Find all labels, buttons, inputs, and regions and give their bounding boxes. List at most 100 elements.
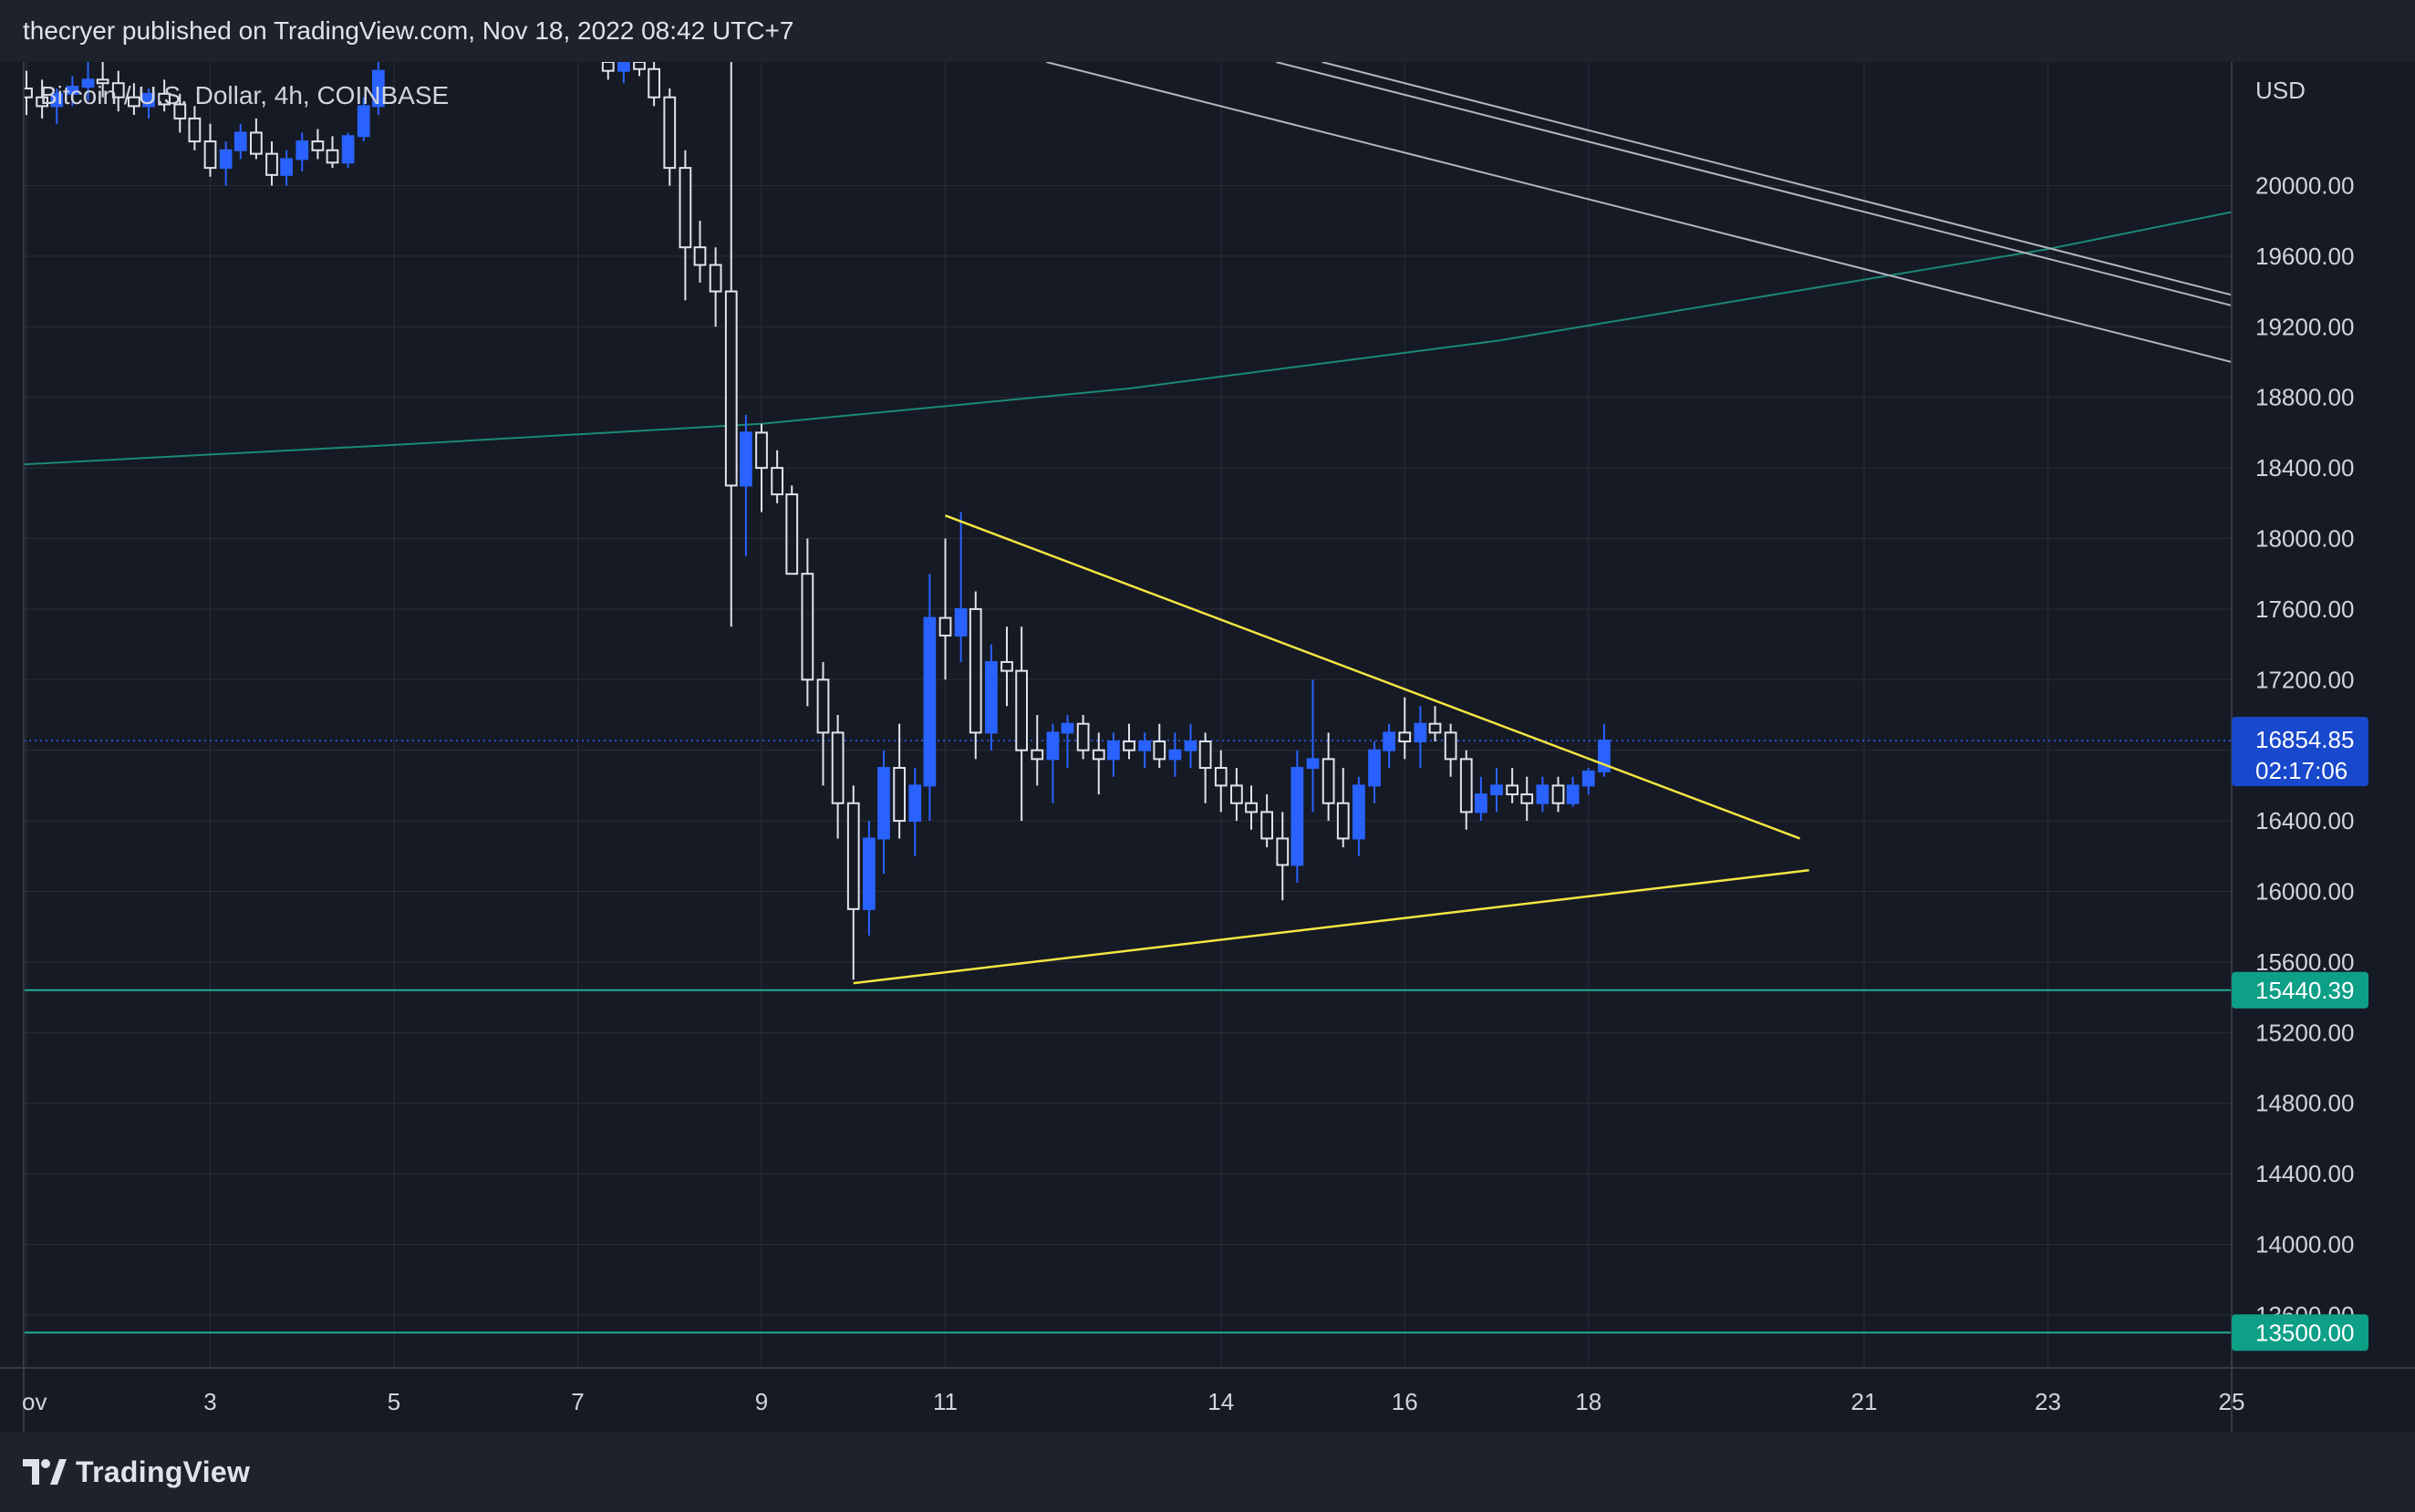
trendlines <box>853 514 1809 985</box>
support-badge-1 <box>2232 1314 2368 1351</box>
x-tick-label-4: 9 <box>755 1388 768 1415</box>
candle-body-24 <box>601 62 615 72</box>
candle-body-15 <box>250 131 263 155</box>
resistance-lines <box>1046 62 2232 363</box>
candle-body-88 <box>1581 770 1595 787</box>
candle-30 <box>693 221 707 283</box>
candle-10 <box>173 93 187 133</box>
candle-body-52 <box>1031 749 1044 761</box>
candle-62 <box>1184 723 1197 769</box>
candle-body-26 <box>633 62 646 70</box>
candle-85 <box>1536 776 1550 813</box>
candlesticks <box>24 62 1611 980</box>
candle-body-70 <box>1306 758 1320 770</box>
candle-36 <box>785 485 799 575</box>
candle-80 <box>1459 750 1473 830</box>
chart-grid <box>24 62 2233 1368</box>
candle-29 <box>679 150 692 301</box>
candle-86 <box>1551 776 1565 813</box>
candle-body-47 <box>954 607 968 637</box>
candle-body-3 <box>66 86 79 95</box>
candle-49 <box>985 644 998 751</box>
currency-label: USD <box>2255 77 2306 104</box>
candle-4 <box>81 62 95 101</box>
candle-11 <box>188 106 202 150</box>
x-tick-label-0: ov <box>22 1388 47 1415</box>
candle-73 <box>1353 776 1365 856</box>
x-tick-label-8: 18 <box>1575 1388 1601 1415</box>
candle-43 <box>893 723 907 839</box>
candle-34 <box>755 423 768 513</box>
candle-35 <box>771 450 784 503</box>
resistance-line-1 <box>1275 62 2232 307</box>
candle-79 <box>1444 723 1457 777</box>
candle-body-44 <box>908 784 922 823</box>
candle-body-66 <box>1245 802 1258 813</box>
candle-21 <box>341 132 355 169</box>
candle-body-89 <box>1598 740 1611 772</box>
candle-body-79 <box>1444 731 1457 761</box>
candle-12 <box>203 123 217 177</box>
candle-28 <box>663 88 677 186</box>
candle-37 <box>801 538 814 707</box>
candle-78 <box>1428 706 1442 742</box>
candle-81 <box>1475 776 1487 822</box>
candle-32 <box>724 62 738 627</box>
candle-body-10 <box>173 103 187 119</box>
candle-body-77 <box>1414 722 1427 743</box>
candle-body-39 <box>831 731 845 804</box>
candle-body-28 <box>663 96 677 170</box>
candle-13 <box>219 141 233 186</box>
y-tick-label-5: 17600.00 <box>2255 595 2354 623</box>
candle-body-20 <box>326 149 339 164</box>
candle-1 <box>36 79 49 119</box>
price-chart[interactable]: USD15600.0016000.0016400.0016800.0017200… <box>0 0 2415 1432</box>
candle-66 <box>1245 785 1258 830</box>
candle-body-32 <box>724 290 738 487</box>
candle-body-2 <box>50 92 64 108</box>
candle-body-31 <box>709 264 722 293</box>
candle-26 <box>633 62 646 77</box>
candle-7 <box>128 83 140 116</box>
candle-55 <box>1076 715 1090 760</box>
candle-body-12 <box>203 140 217 170</box>
support-badge-label-0: 15440.39 <box>2255 977 2354 1004</box>
candle-body-18 <box>295 140 309 161</box>
support-badge-0 <box>2232 971 2368 1009</box>
tradingview-logo[interactable]: TradingView <box>23 1455 250 1488</box>
support-badge-label-1: 13500.00 <box>2255 1319 2354 1346</box>
candle-body-29 <box>679 167 692 249</box>
candle-40 <box>846 785 860 980</box>
x-tick-label-6: 14 <box>1208 1388 1234 1415</box>
candle-body-9 <box>158 92 171 106</box>
candle-body-74 <box>1368 749 1381 787</box>
candle-69 <box>1290 750 1304 883</box>
candle-50 <box>1000 627 1013 707</box>
candle-body-23 <box>372 69 385 108</box>
candle-body-48 <box>969 607 982 734</box>
candle-body-50 <box>1000 660 1013 672</box>
candle-body-72 <box>1336 802 1350 840</box>
descending-yellow-trendline <box>945 514 1800 840</box>
candle-38 <box>816 661 830 786</box>
candle-9 <box>158 79 171 112</box>
candle-body-73 <box>1353 784 1365 840</box>
candle-body-41 <box>863 837 876 910</box>
candle-56 <box>1092 732 1105 795</box>
candle-87 <box>1566 776 1580 807</box>
x-tick-label-7: 16 <box>1392 1388 1418 1415</box>
y-tick-label-10: 19600.00 <box>2255 243 2354 270</box>
candle-45 <box>923 574 937 822</box>
candle-51 <box>1015 627 1029 822</box>
candle-84 <box>1520 776 1534 822</box>
candle-body-6 <box>111 82 125 98</box>
candle-42 <box>877 750 890 875</box>
candle-22 <box>357 97 370 142</box>
candle-25 <box>617 62 630 84</box>
candle-31 <box>709 247 722 327</box>
candle-body-34 <box>755 431 768 470</box>
candle-body-33 <box>740 431 752 487</box>
resistance-line-0 <box>1046 62 2232 363</box>
candle-65 <box>1230 768 1243 822</box>
candle-body-57 <box>1107 740 1120 761</box>
